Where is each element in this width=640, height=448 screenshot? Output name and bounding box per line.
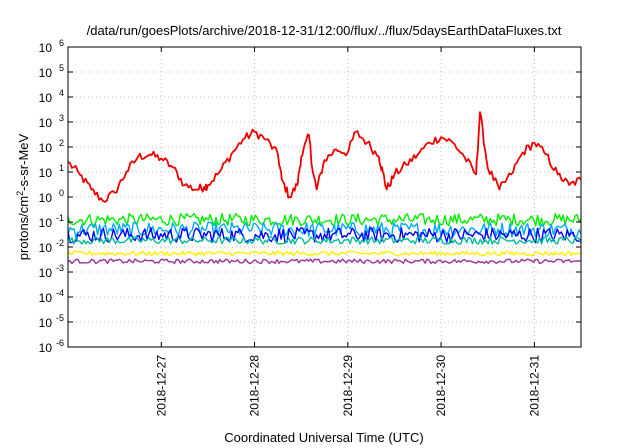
y-tick-label: 10 5: [39, 63, 64, 80]
y-tick-label: 10 -4: [39, 288, 64, 305]
x-tick-label: 2018-12-31: [527, 355, 541, 417]
series-line-0: [67, 111, 582, 203]
y-tick-exponent: 1: [59, 163, 64, 173]
y-tick-base: 10: [39, 341, 53, 355]
series-line-1: [67, 212, 582, 227]
x-tick-label: 2018-12-27: [154, 355, 168, 417]
chart-title: /data/run/goesPlots/archive/2018-12-31/1…: [87, 23, 562, 38]
y-tick-base: 10: [39, 116, 53, 130]
y-tick-exponent: -1: [56, 213, 64, 223]
series-line-6: [67, 258, 582, 265]
y-tick-label: 10 6: [39, 38, 64, 55]
y-tick-exponent: -2: [56, 238, 64, 248]
y-tick-label: 10 -3: [39, 263, 64, 280]
y-tick-exponent: 0: [59, 188, 64, 198]
y-tick-exponent: 5: [59, 63, 64, 73]
y-tick-exponent: -4: [56, 288, 64, 298]
y-tick-label: 10 -6: [39, 338, 64, 355]
y-tick-base: 10: [39, 166, 53, 180]
y-axis-label-base: protons/cm: [16, 196, 31, 260]
series-line-4: [67, 236, 582, 245]
y-axis-label-rest: -s-sr-MeV: [16, 133, 31, 190]
y-axis-label-sup: 2: [15, 191, 25, 196]
y-tick-base: 10: [39, 191, 53, 205]
x-tick-label: 2018-12-30: [434, 355, 448, 417]
y-tick-label: 10 1: [39, 163, 64, 180]
y-tick-base: 10: [39, 66, 53, 80]
y-tick-exponent: 2: [59, 138, 64, 148]
y-tick-exponent: 3: [59, 113, 64, 123]
y-tick-exponent: -5: [56, 313, 64, 323]
y-axis-label: protons/cm2-s-sr-MeV: [15, 133, 31, 260]
y-tick-base: 10: [39, 291, 53, 305]
y-tick-base: 10: [39, 266, 53, 280]
y-tick-base: 10: [39, 91, 53, 105]
y-tick-base: 10: [39, 241, 53, 255]
series-line-3: [67, 226, 582, 244]
y-tick-base: 10: [39, 316, 53, 330]
y-axis: 10 -610 -510 -410 -310 -210 -110 010 110 210 310 41…: [39, 38, 581, 355]
y-tick-label: 10 -5: [39, 313, 64, 330]
y-tick-exponent: 6: [59, 38, 64, 48]
y-tick-exponent: -3: [56, 263, 64, 273]
y-tick-base: 10: [39, 216, 53, 230]
y-tick-exponent: -6: [56, 338, 64, 348]
y-tick-base: 10: [39, 41, 53, 55]
y-tick-label: 10 0: [39, 188, 64, 205]
y-tick-exponent: 4: [59, 88, 64, 98]
y-tick-label: 10 -1: [39, 213, 64, 230]
y-tick-base: 10: [39, 141, 53, 155]
x-tick-label: 2018-12-28: [248, 355, 262, 417]
series-layer: [67, 111, 582, 265]
x-axis: 2018-12-27 2018-12-28 2018-12-29 2018-12-30…: [154, 47, 541, 416]
y-tick-label: 10 -2: [39, 238, 64, 255]
x-tick-label: 2018-12-29: [341, 355, 355, 417]
y-tick-label: 10 4: [39, 88, 64, 105]
series-line-5: [67, 250, 582, 257]
series-line-2: [67, 221, 582, 238]
x-axis-label: Coordinated Universal Time (UTC): [224, 430, 423, 445]
y-tick-label: 10 3: [39, 113, 64, 130]
y-tick-label: 10 2: [39, 138, 64, 155]
